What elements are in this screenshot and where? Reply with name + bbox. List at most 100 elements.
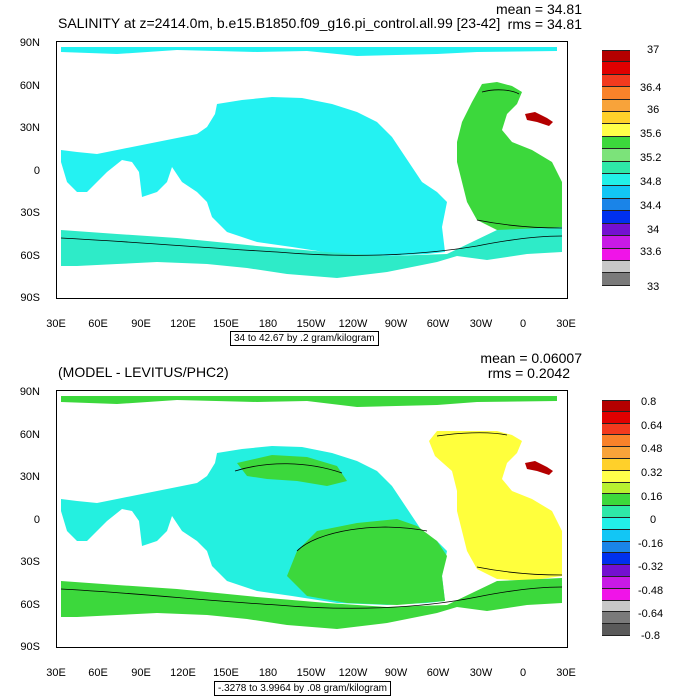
lon-label: 30W xyxy=(469,667,493,679)
colorbar-swatch xyxy=(602,624,630,636)
colorbar-label: 33.6 xyxy=(640,246,662,258)
lon-label: 90E xyxy=(131,318,151,330)
colorbar-swatch xyxy=(602,458,630,471)
arctic-ocean-region xyxy=(61,47,557,56)
colorbar-swatch xyxy=(602,198,630,212)
lon-label: 30E xyxy=(46,667,66,679)
lon-label: 0 xyxy=(519,318,527,330)
lat-label: 30N xyxy=(19,471,40,483)
colorbar-swatch xyxy=(602,400,630,412)
lat-label: 90N xyxy=(19,386,40,398)
lon-label: 90W xyxy=(384,667,408,679)
colorbar-swatch xyxy=(602,149,630,162)
colorbar-label: -0.16 xyxy=(638,538,664,550)
difference-panel: (MODEL - LEVITUS/PHC2) mean = 0.06007 rm… xyxy=(0,350,700,700)
colorbar-swatch xyxy=(602,112,630,125)
rms-label: rms = 34.81 xyxy=(507,16,582,32)
colorbar-swatch xyxy=(602,99,630,113)
north-pacific-green-region xyxy=(237,455,347,486)
colorbar-swatch xyxy=(602,87,630,100)
pacific-indian-ocean-region xyxy=(61,97,447,256)
colorbar xyxy=(602,400,630,636)
lat-label: 0 xyxy=(33,165,40,177)
lon-label: 30E xyxy=(556,667,576,679)
colorbar-label: 37 xyxy=(647,44,660,56)
colorbar-label: 0 xyxy=(650,514,657,526)
lat-label: 0 xyxy=(33,514,40,526)
colorbar-swatch xyxy=(602,494,630,507)
atlantic-ocean-region xyxy=(457,82,562,232)
colorbar-label: -0.32 xyxy=(638,561,664,573)
atlantic-ocean-region xyxy=(429,431,562,581)
panel-title: SALINITY at z=2414.0m, b.e15.B1850.f09_g… xyxy=(58,15,501,31)
lat-label: 30S xyxy=(20,207,40,219)
lon-label: 150E xyxy=(213,667,239,679)
lat-label: 30N xyxy=(19,122,40,134)
colorbar-label: 34.8 xyxy=(640,176,662,188)
colorbar-swatch xyxy=(602,541,630,554)
colorbar-label: 0.64 xyxy=(641,420,663,432)
lon-label: 120W xyxy=(338,667,368,679)
colorbar-label: 0.48 xyxy=(641,443,663,455)
colorbar-swatch xyxy=(602,211,630,224)
lon-label: 150W xyxy=(296,667,326,679)
colorbar-swatch xyxy=(602,136,630,150)
lon-label: 0 xyxy=(519,667,527,679)
colorbar-label: 34.4 xyxy=(640,200,662,212)
colorbar-label: 33 xyxy=(647,281,660,293)
colorbar-swatch xyxy=(602,174,630,187)
mean-label: mean = 34.81 xyxy=(495,1,582,17)
colorbar-label: -0.64 xyxy=(638,608,664,620)
contour-range-box: -.3278 to 3.9964 by .08 gram/kilogram xyxy=(214,681,391,696)
colorbar-swatch xyxy=(602,260,630,274)
rms-label: rms = 0.2042 xyxy=(487,365,570,381)
colorbar-swatch xyxy=(602,74,630,88)
lon-label: 90W xyxy=(384,318,408,330)
colorbar-swatch xyxy=(602,529,630,542)
colorbar-label: -0.8 xyxy=(641,630,660,642)
lon-label: 60E xyxy=(88,318,108,330)
colorbar-swatch xyxy=(602,223,630,237)
salinity-map xyxy=(56,41,568,299)
colorbar-swatch xyxy=(602,236,630,249)
lon-label: 150E xyxy=(213,318,239,330)
lat-label: 90S xyxy=(20,292,40,304)
arctic-ocean-region xyxy=(61,396,557,407)
colorbar-swatch xyxy=(602,50,630,63)
mean-label: mean = 0.06007 xyxy=(480,350,582,366)
colorbar-label: 34 xyxy=(647,224,660,236)
lon-label: 60E xyxy=(88,667,108,679)
colorbar-label: 35.2 xyxy=(640,152,662,164)
lon-label: 60W xyxy=(426,318,450,330)
colorbar-swatch xyxy=(602,161,630,175)
lat-label: 90N xyxy=(19,37,40,49)
colorbar xyxy=(602,50,630,286)
colorbar-swatch xyxy=(602,612,630,625)
lon-label: 120E xyxy=(170,318,196,330)
colorbar-swatch xyxy=(602,411,630,424)
lon-label: 30E xyxy=(556,318,576,330)
colorbar-swatch xyxy=(602,553,630,566)
colorbar-label: 36 xyxy=(647,104,660,116)
contour-range-box: 34 to 42.67 by .2 gram/kilogram xyxy=(230,331,379,346)
colorbar-swatch xyxy=(602,482,630,495)
lat-label: 30S xyxy=(20,556,40,568)
lon-label: 30E xyxy=(46,318,66,330)
colorbar-swatch xyxy=(602,423,630,436)
colorbar-swatch xyxy=(602,435,630,448)
lat-label: 90S xyxy=(20,641,40,653)
southern-ocean-region xyxy=(61,227,562,278)
lat-label: 60N xyxy=(19,80,40,92)
colorbar-swatch xyxy=(602,576,630,589)
colorbar-swatch xyxy=(602,186,630,199)
mediterranean-region xyxy=(525,112,553,126)
lon-label: 90E xyxy=(131,667,151,679)
colorbar-swatch xyxy=(602,62,630,75)
lon-label: 180 xyxy=(258,667,278,679)
colorbar-label: 0.8 xyxy=(641,396,657,408)
colorbar-swatch xyxy=(602,588,630,601)
colorbar-swatch xyxy=(602,600,630,613)
lat-label: 60S xyxy=(20,599,40,611)
lon-label: 60W xyxy=(426,667,450,679)
colorbar-swatch xyxy=(602,248,630,261)
